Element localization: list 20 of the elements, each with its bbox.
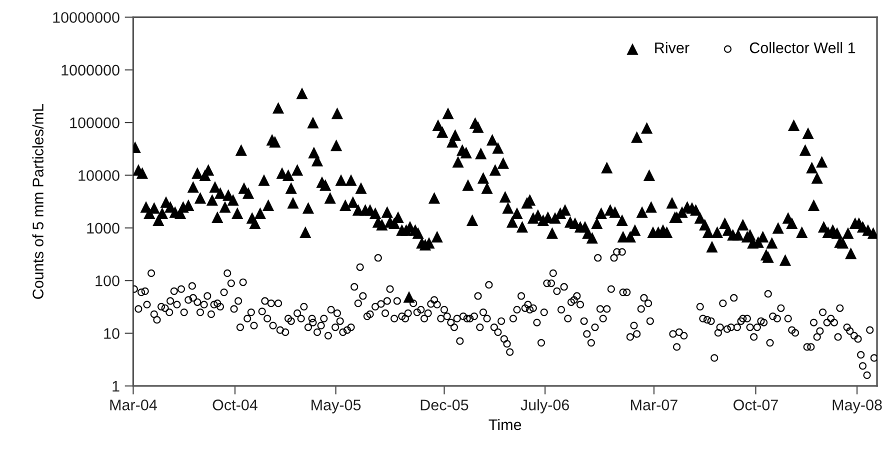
y-tick-label: 10 (104, 328, 120, 339)
x-tick-label: Oct-04 (212, 400, 258, 410)
y-tick-label: 100000 (70, 117, 120, 128)
x-tick-label: July-06 (520, 399, 570, 414)
y-axis-title: Counts of 5 mm Particles/mL (32, 104, 44, 299)
x-tick-label: Oct-07 (734, 400, 778, 410)
x-tick-label: May-08 (832, 400, 882, 414)
y-tick-label: 10000000 (53, 12, 120, 23)
x-axis-title: Time (488, 418, 522, 430)
y-tick-label: 10000 (78, 170, 120, 181)
y-tick-label: 1 (112, 380, 120, 392)
y-tick-label: 1000000 (62, 64, 120, 76)
x-tick-label: Mar-04 (110, 400, 157, 410)
legend-label: River (655, 42, 690, 54)
x-tick-label: May-05 (312, 400, 361, 414)
legend-label: Collector Well 1 (750, 42, 856, 54)
y-tick-label: 100 (96, 275, 120, 286)
y-tick-label: 1000 (87, 222, 120, 234)
x-tick-label: Dec-05 (420, 400, 468, 410)
x-tick-label: Mar-07 (631, 400, 678, 410)
